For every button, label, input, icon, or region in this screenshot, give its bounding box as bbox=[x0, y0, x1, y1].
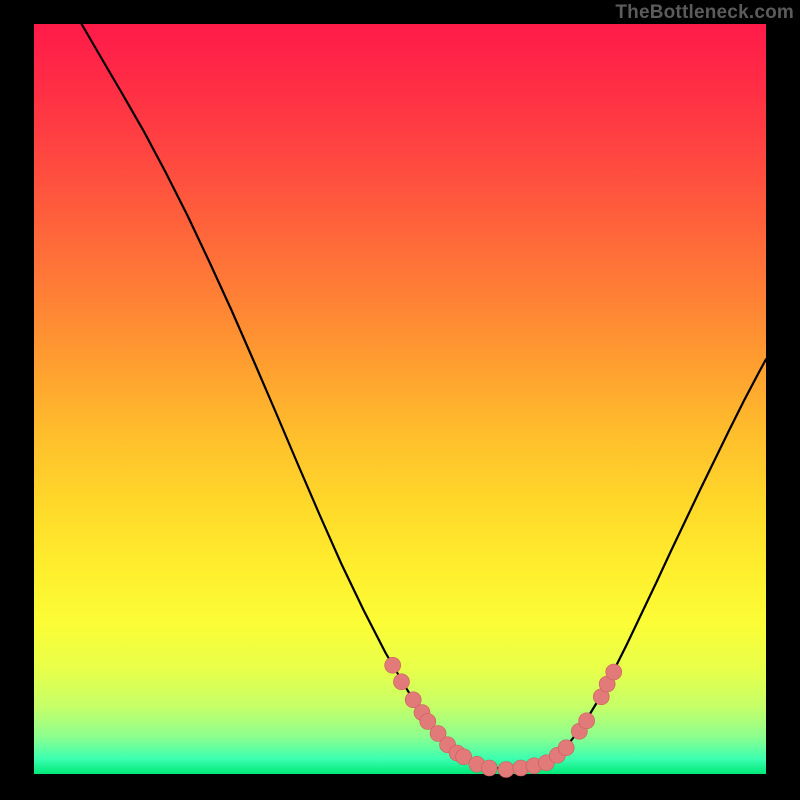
bottleneck-chart bbox=[0, 0, 800, 800]
marker-dot bbox=[558, 740, 574, 756]
chart-container: TheBottleneck.com bbox=[0, 0, 800, 800]
marker-dot bbox=[579, 713, 595, 729]
marker-dot bbox=[481, 760, 497, 776]
marker-dot bbox=[606, 664, 622, 680]
watermark-text: TheBottleneck.com bbox=[615, 2, 794, 24]
marker-dot bbox=[393, 674, 409, 690]
marker-dot bbox=[385, 657, 401, 673]
marker-dot bbox=[498, 762, 514, 778]
